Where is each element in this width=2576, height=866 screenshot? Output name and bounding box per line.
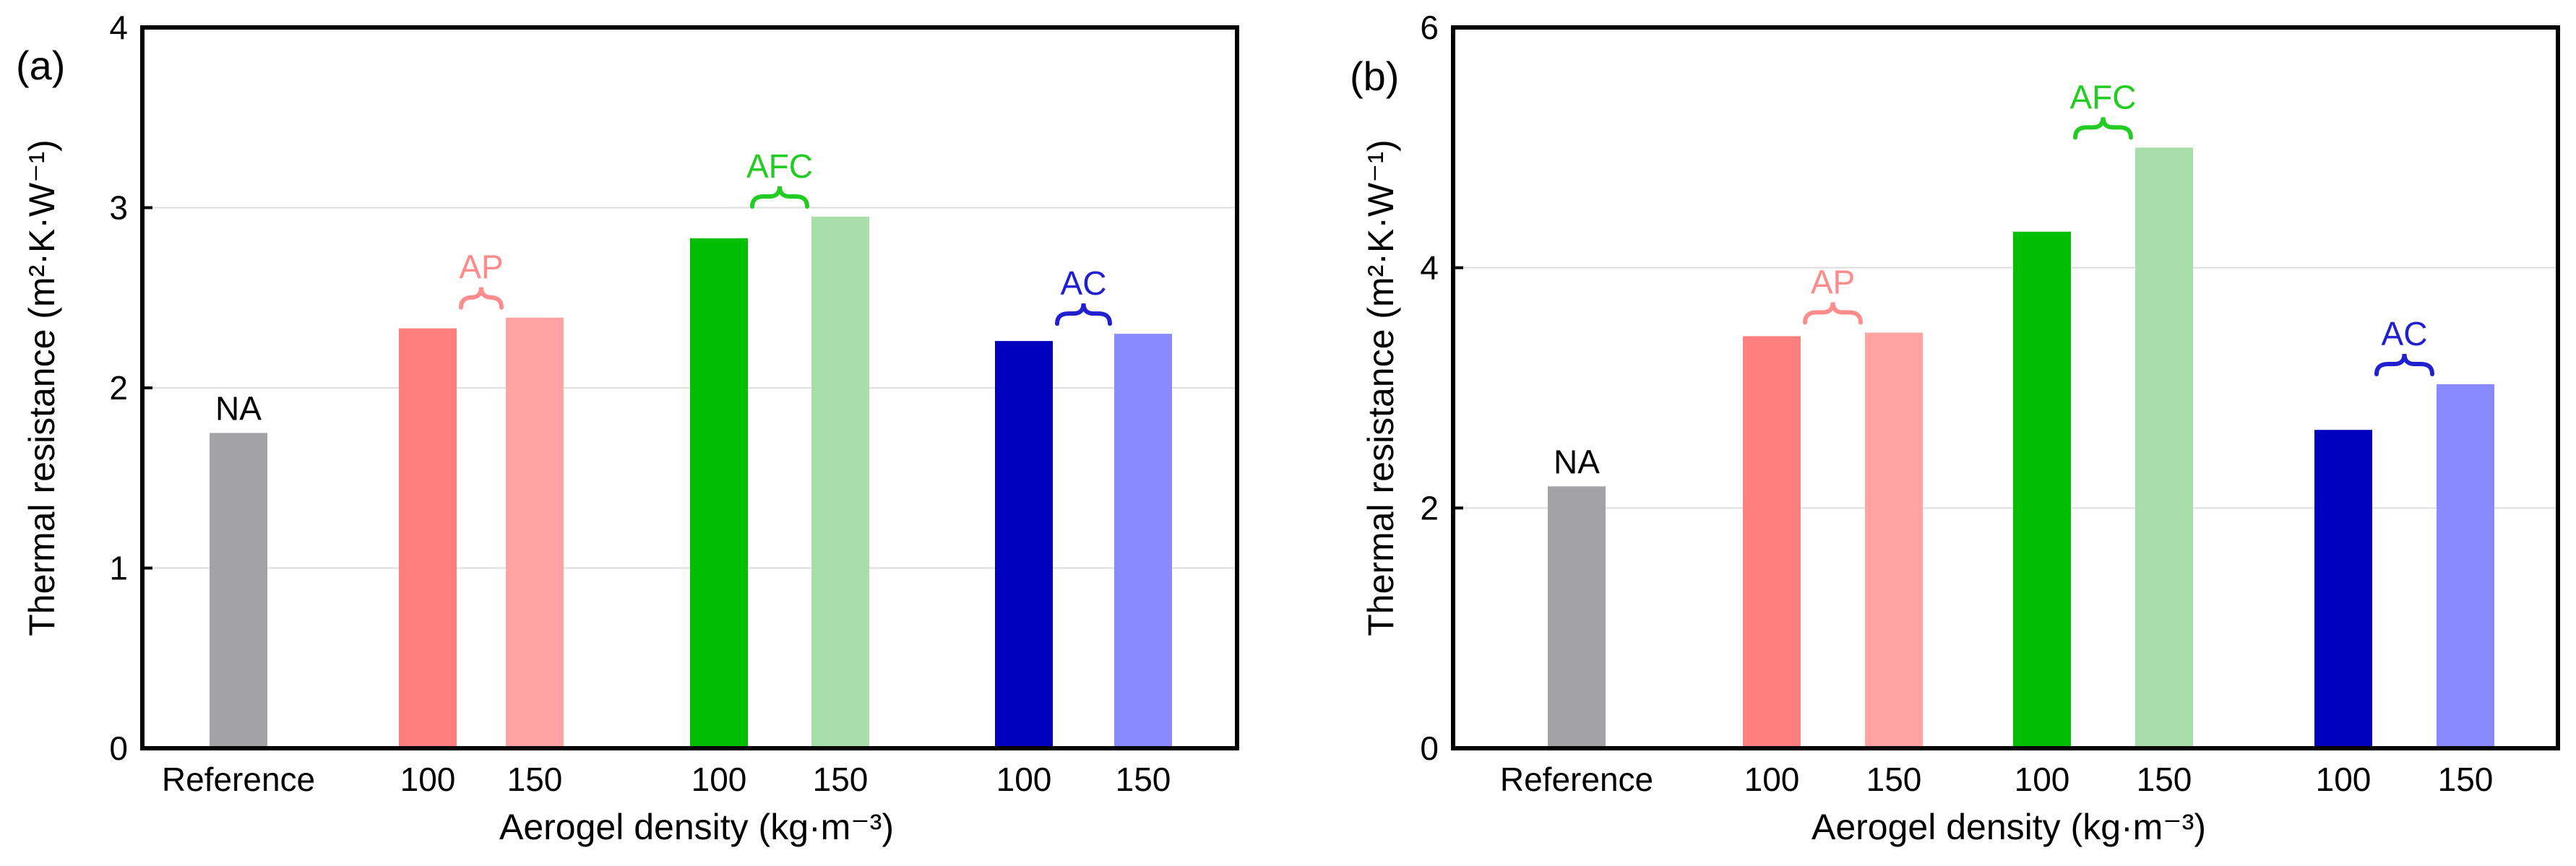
y-tick-label: 3 bbox=[109, 189, 128, 227]
y-tick-label: 2 bbox=[109, 369, 128, 407]
x-axis-label: Aerogel density (kg·m⁻³) bbox=[1812, 807, 2206, 847]
bar-na-reference bbox=[210, 433, 267, 748]
chart-panel-a: 0 1 2 3 4 Reference 100 150 100 150 100 150 NA AP AFC A… bbox=[16, 9, 1239, 847]
group-label-ap: AP bbox=[459, 248, 503, 286]
x-tick-label: 100 bbox=[2015, 761, 2070, 798]
group-brace-ap bbox=[1803, 302, 1863, 325]
bar-afc-100 bbox=[690, 238, 748, 748]
x-tick-label: 150 bbox=[813, 761, 869, 798]
bar-ac-100 bbox=[2314, 430, 2372, 748]
y-tick-label: 2 bbox=[1420, 489, 1439, 527]
bar-afc-100 bbox=[2013, 231, 2071, 748]
chart-panel-b: 0 2 4 6 Reference 100 150 100 150 100 150 NA AP AFC AC… bbox=[1350, 9, 2560, 847]
bar-ap-150 bbox=[506, 317, 564, 748]
y-tick-label: 6 bbox=[1420, 9, 1439, 46]
group-brace-afc bbox=[2073, 117, 2133, 140]
x-axis-label: Aerogel density (kg·m⁻³) bbox=[499, 807, 894, 847]
x-tick-label: 100 bbox=[996, 761, 1052, 798]
group-brace-ap bbox=[459, 287, 504, 310]
y-tick-label: 4 bbox=[1420, 249, 1439, 287]
bar-na-reference bbox=[1548, 486, 1606, 748]
panel-label: (b) bbox=[1350, 53, 1399, 99]
plot-frame bbox=[1451, 25, 2560, 750]
bar-ap-100 bbox=[1743, 336, 1801, 748]
bar-afc-150 bbox=[2135, 147, 2193, 749]
x-tick-label: 100 bbox=[2316, 761, 2372, 798]
x-tick-label: 100 bbox=[400, 761, 456, 798]
plot-frame bbox=[140, 25, 1239, 750]
bar-ap-100 bbox=[399, 328, 457, 748]
group-label-afc: AFC bbox=[746, 147, 813, 185]
y-tick-label: 4 bbox=[109, 9, 128, 46]
y-axis-label: Thermal resistance (m²·K·W⁻¹) bbox=[1361, 139, 1401, 636]
x-tick-label: Reference bbox=[1500, 761, 1653, 798]
bar-ac-100 bbox=[995, 341, 1053, 748]
y-axis-label: Thermal resistance (m²·K·W⁻¹) bbox=[22, 139, 62, 636]
x-tick-label: 150 bbox=[1116, 761, 1171, 798]
x-tick-label: 150 bbox=[507, 761, 563, 798]
x-tick-label: 100 bbox=[1744, 761, 1800, 798]
bar-ac-150 bbox=[2437, 384, 2494, 748]
group-label-ac: AC bbox=[2382, 315, 2428, 352]
group-label-afc: AFC bbox=[2070, 78, 2137, 116]
bar-ac-150 bbox=[1114, 334, 1172, 748]
group-brace-afc bbox=[750, 186, 809, 209]
x-tick-label: 100 bbox=[692, 761, 747, 798]
bar-ap-150 bbox=[1865, 332, 1923, 748]
y-tick-label: 0 bbox=[1420, 729, 1439, 767]
group-label-na: NA bbox=[1554, 443, 1600, 480]
x-tick-label: 150 bbox=[2438, 761, 2494, 798]
group-label-na: NA bbox=[215, 389, 262, 427]
x-tick-label: 150 bbox=[1866, 761, 1922, 798]
group-label-ac: AC bbox=[1061, 264, 1107, 302]
bar-afc-150 bbox=[811, 216, 869, 749]
group-label-ap: AP bbox=[1811, 263, 1855, 300]
x-tick-label: Reference bbox=[162, 761, 315, 798]
y-tick-label: 1 bbox=[109, 550, 128, 587]
x-tick-label: 150 bbox=[2137, 761, 2192, 798]
y-tick-label: 0 bbox=[109, 729, 128, 767]
group-brace-ac bbox=[1055, 303, 1112, 326]
group-brace-ac bbox=[2374, 353, 2434, 377]
panel-label: (a) bbox=[16, 43, 65, 88]
